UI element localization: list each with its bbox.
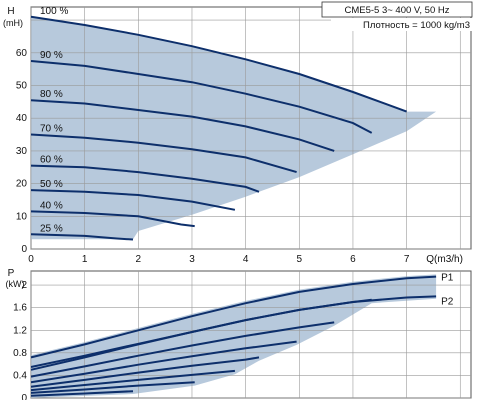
power-curve-8 [30,390,134,397]
power-ytick-2: 2 [21,280,27,291]
head-xtick-5: 5 [297,254,303,265]
head-curve-7 [30,233,134,241]
head-xtick-6: 6 [350,254,356,265]
head-xtick-7: 7 [404,254,410,265]
power-curve-4 [30,340,297,384]
head-curve-label-1: 90 % [40,50,63,61]
head-xtick-1: 1 [82,254,88,265]
head-curve-2 [30,99,335,152]
power-curve-3 [30,321,335,378]
power-ytick-0.4: 0.4 [13,370,27,381]
head-curve-1 [30,60,373,134]
head-curve-label-7: 25 % [40,223,63,234]
head-y-axis-label: H [7,6,14,17]
head-curve-6 [30,210,195,228]
power-ytick-0.8: 0.8 [13,348,27,359]
power-ytick-1.6: 1.6 [13,303,27,314]
head-xtick-2: 2 [136,254,142,265]
head-curve-3 [30,133,297,174]
head-ytick-10: 10 [16,211,28,222]
power-label-p1: P1 [441,273,454,284]
head-y-axis-unit: (mH) [3,18,23,28]
head-curve-label-2: 80 % [40,89,63,100]
head-curve-label-5: 50 % [40,179,63,190]
head-curve-4 [30,164,260,193]
head-curve-5 [30,189,236,211]
power-curve-7 [30,381,195,394]
head-curve-label-4: 60 % [40,155,63,166]
power-ytick-0: 0 [21,393,27,400]
power-curve-0 [30,275,437,359]
info-box-line1: CME5-5 3~ 400 V, 50 Hz [344,5,449,16]
power-curve-2 [30,298,372,371]
info-box [321,1,473,18]
head-xtick-3: 3 [189,254,195,265]
power-y-axis-unit: (kW) [6,279,25,289]
info-box-line2-bg [331,18,472,31]
power-y-axis-label: P [8,268,15,279]
power-ytick-1.2: 1.2 [13,325,27,336]
head-ytick-40: 40 [16,113,28,124]
head-xtick-0: 0 [28,254,34,265]
power-curve-6 [30,369,235,392]
head-xtick-4: 4 [243,254,249,265]
head-curve-label-3: 70 % [40,124,63,135]
head-x-axis-label: Q(m3/h) [426,254,463,265]
power-label-p2: P2 [441,296,454,307]
head-ytick-50: 50 [16,80,28,91]
head-curve-0 [30,15,407,113]
info-box-line2: Плотность = 1000 kg/m3 [363,20,470,31]
head-ytick-20: 20 [16,179,28,190]
power-curve-5 [30,356,260,388]
head-curve-label-0: 100 % [40,6,68,17]
head-ytick-30: 30 [16,146,28,157]
head-ytick-60: 60 [16,48,28,59]
head-ytick-0: 0 [21,244,27,255]
head-curve-label-6: 40 % [40,200,63,211]
